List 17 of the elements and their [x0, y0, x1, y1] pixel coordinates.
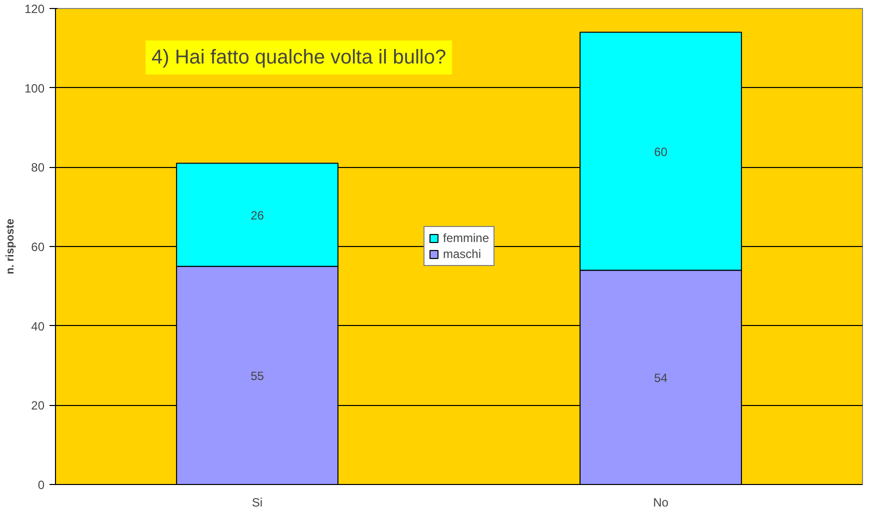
data-label: 55: [250, 368, 264, 383]
y-tick-label: 0: [38, 478, 45, 492]
y-tick-label: 40: [31, 319, 45, 334]
data-label: 60: [654, 144, 668, 159]
y-tick-label: 20: [31, 398, 45, 413]
y-tick-label: 120: [24, 2, 45, 16]
y-tick-label: 100: [24, 81, 45, 96]
legend-label: maschi: [442, 247, 482, 261]
data-label: 54: [654, 370, 668, 385]
y-axis-title: n. risposte: [4, 218, 16, 274]
y-tick-label: 60: [31, 240, 45, 254]
text: 4) Hai fatto qualche volta il bullo?: [152, 46, 446, 68]
legend-label: femmine: [442, 231, 490, 245]
y-tick-label: 80: [31, 160, 45, 175]
data-label: 26: [250, 208, 264, 222]
x-tick-label: Si: [252, 496, 263, 510]
x-tick-label: No: [653, 496, 669, 510]
